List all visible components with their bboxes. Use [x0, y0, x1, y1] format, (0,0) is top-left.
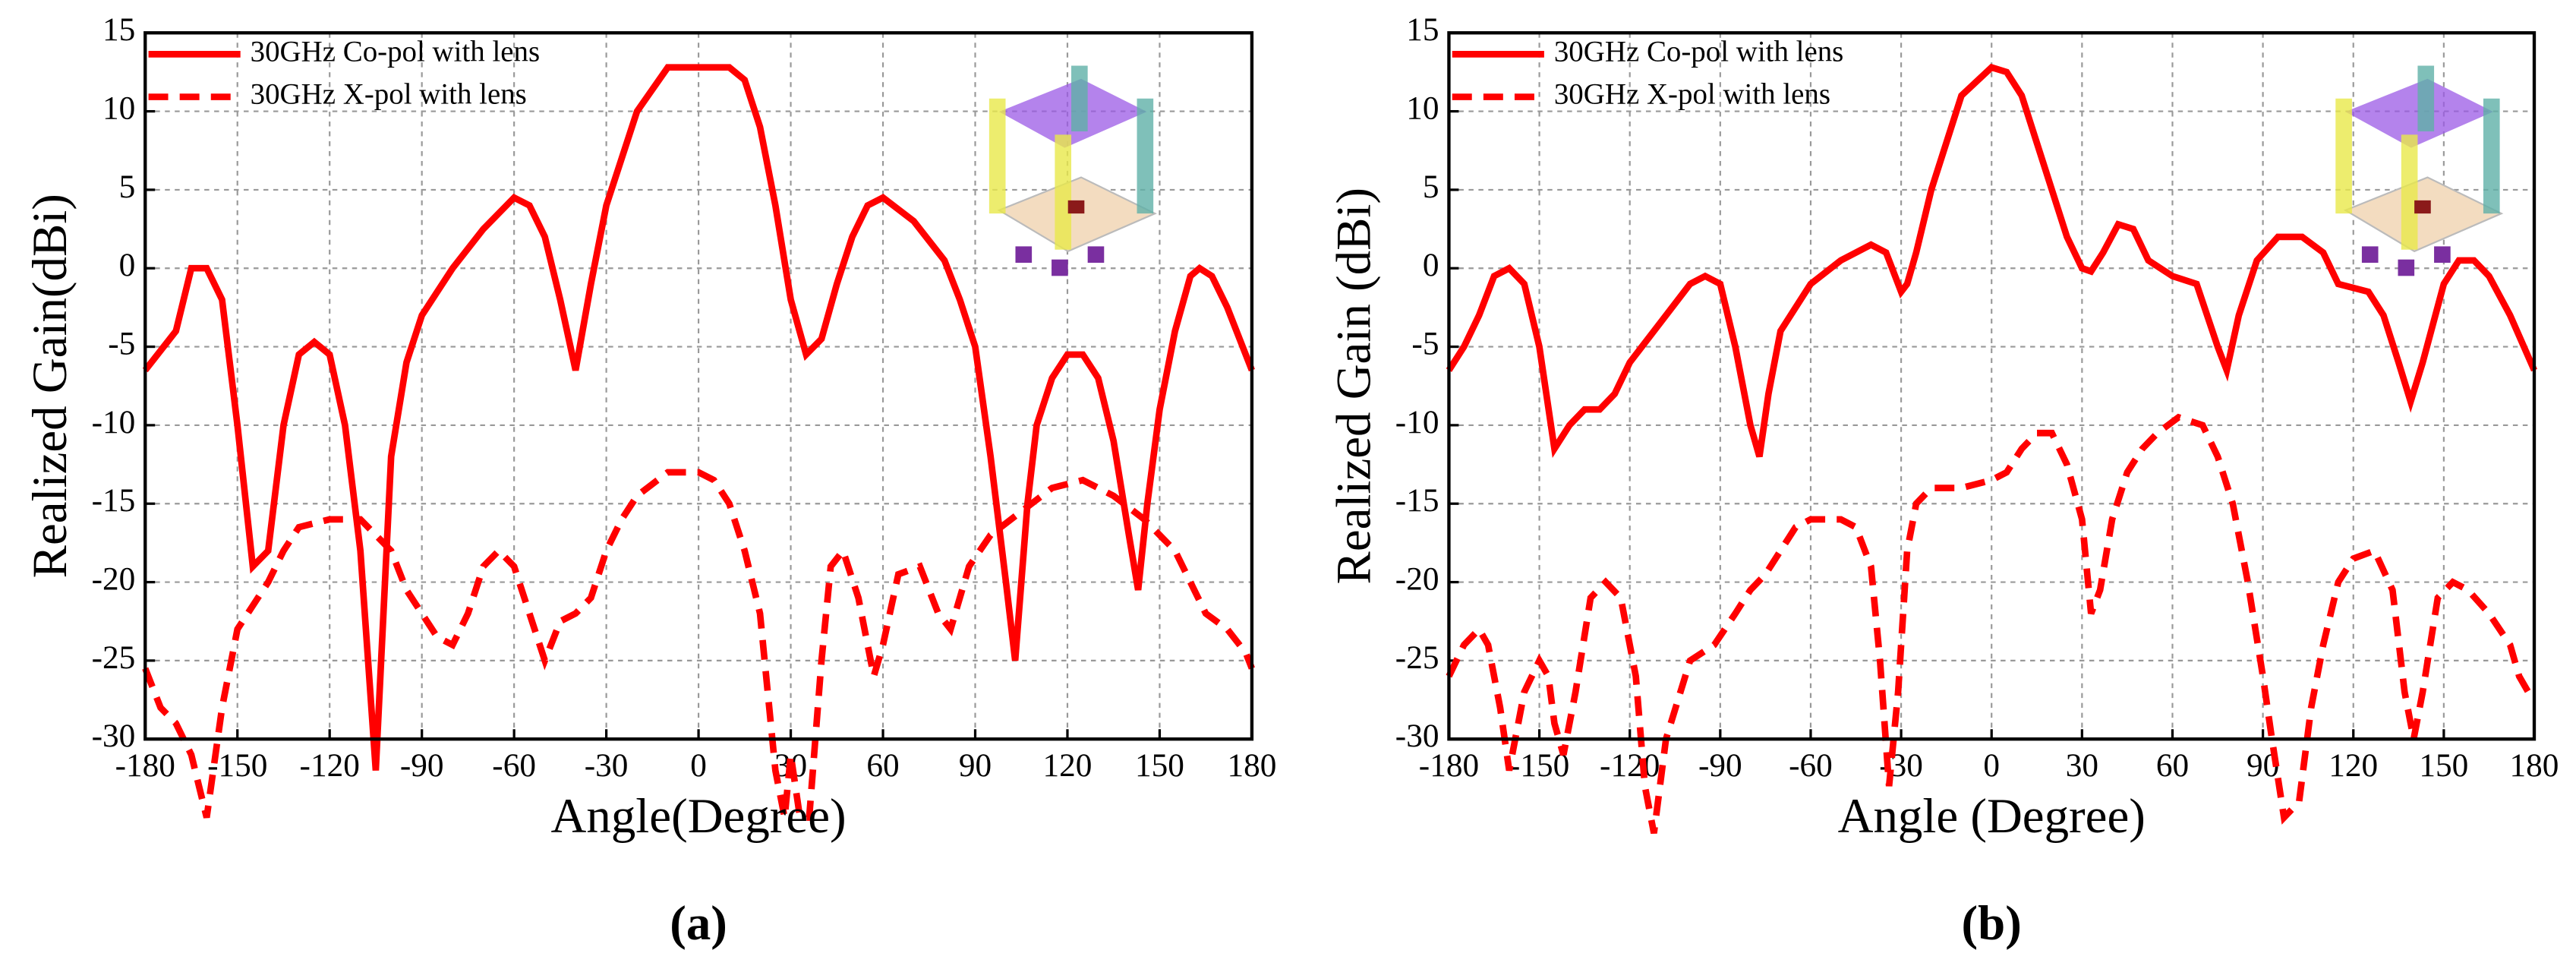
inset-model [988, 65, 1156, 277]
x-tick-label: -30 [585, 747, 629, 784]
x-tick-label: -120 [300, 747, 360, 784]
y-tick-label: -5 [1411, 325, 1439, 361]
x-tick-label: 150 [2419, 747, 2468, 784]
plot-frame [1447, 31, 2537, 741]
y-tick-label: 10 [102, 90, 135, 127]
y-tick-label: 5 [1423, 169, 1439, 205]
legend-label: 30GHz X-pol with lens [1554, 78, 1830, 111]
y-tick-label: 0 [1423, 247, 1439, 283]
inset-model [2335, 65, 2502, 277]
x-tick-label: 60 [2156, 747, 2189, 784]
y-tick-label: 5 [119, 169, 136, 205]
x-tick-label: 150 [1135, 747, 1184, 784]
y-tick-label: -25 [1395, 639, 1439, 676]
y-axis-label: Realized Gain(dBi) [23, 194, 77, 578]
line-series [142, 64, 1255, 771]
x-tick-label: -150 [1509, 747, 1569, 784]
x-tick-label: 180 [2510, 747, 2559, 784]
y-tick-label: 15 [1406, 11, 1439, 48]
legend-label: 30GHz X-pol with lens [251, 78, 527, 111]
line-series [142, 469, 1255, 821]
x-tick-label: -120 [1600, 747, 1660, 784]
x-tick-label: -60 [492, 747, 536, 784]
x-tick-label: 60 [866, 747, 899, 784]
x-tick-label: -180 [1419, 747, 1479, 784]
x-tick-label: -90 [1698, 747, 1742, 784]
x-axis-label: Angle (Degree) [1838, 789, 2146, 844]
x-tick-label: 0 [690, 747, 707, 784]
y-tick-label: -15 [1395, 482, 1439, 519]
x-tick-label: 120 [1043, 747, 1093, 784]
x-tick-label: 180 [1227, 747, 1276, 784]
x-tick-label: -90 [400, 747, 444, 784]
x-tick-label: -60 [1789, 747, 1833, 784]
legend-label: 30GHz Co-pol with lens [1554, 35, 1843, 68]
y-tick-label: -20 [92, 560, 136, 597]
panel-label: (b) [1962, 896, 2022, 951]
y-tick-label: -30 [92, 718, 136, 754]
y-tick-label: -10 [92, 404, 136, 440]
x-tick-label: 90 [959, 747, 992, 784]
x-tick-label: 120 [2328, 747, 2378, 784]
line-series [1446, 63, 2537, 458]
y-tick-label: -20 [1395, 560, 1439, 597]
y-tick-label: -25 [92, 639, 136, 676]
panel-label: (a) [670, 896, 727, 951]
y-tick-label: -10 [1395, 404, 1439, 440]
y-tick-label: 15 [102, 11, 135, 48]
legend-label: 30GHz Co-pol with lens [251, 35, 540, 68]
y-tick-label: 0 [119, 247, 136, 283]
x-tick-label: 0 [1983, 747, 2000, 784]
y-tick-label: -5 [108, 325, 135, 361]
y-tick-label: 10 [1406, 90, 1439, 127]
y-tick-label: -30 [1395, 718, 1439, 754]
x-tick-label: -180 [115, 747, 175, 784]
x-axis-label: Angle(Degree) [551, 789, 847, 844]
y-tick-label: -15 [92, 482, 136, 519]
x-tick-label: 30 [2066, 747, 2098, 784]
y-axis-label: Realized Gain (dBi) [1326, 188, 1381, 584]
plot-frame [143, 31, 1254, 741]
